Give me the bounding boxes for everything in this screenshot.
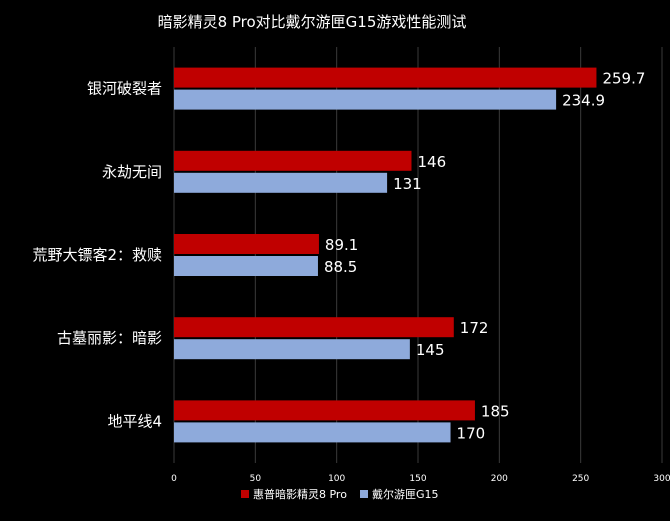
bar (174, 234, 319, 254)
category-label: 永劫无间 (102, 163, 162, 181)
bar (174, 150, 412, 171)
bars (174, 67, 597, 443)
category-label: 古墓丽影：暗影 (57, 329, 162, 347)
chart-title: 暗影精灵8 Pro对比戴尔游匣G15游戏性能测试 (158, 13, 467, 31)
x-tick-label: 50 (250, 474, 262, 484)
x-axis-ticks: 0 50 100 150 200 250 300 (171, 474, 670, 484)
bar (174, 317, 454, 338)
category-label: 银河破裂者 (87, 80, 162, 98)
data-label: 185 (481, 402, 510, 420)
category-label: 地平线4 (107, 412, 162, 430)
data-label: 170 (457, 424, 486, 442)
legend-swatch-series-1 (241, 490, 249, 498)
data-label: 131 (393, 175, 422, 193)
data-label: 146 (417, 153, 446, 171)
data-label: 145 (416, 341, 445, 359)
data-label: 234.9 (562, 92, 605, 110)
x-tick-label: 250 (572, 474, 589, 484)
data-label: 89.1 (325, 236, 358, 254)
category-label: 荒野大镖客2：救赎 (32, 246, 162, 264)
x-tick-label: 150 (409, 474, 426, 484)
x-tick-label: 0 (171, 474, 177, 484)
legend: 惠普暗影精灵8 Pro 戴尔游匣G15 (241, 487, 439, 501)
legend-label-series-1: 惠普暗影精灵8 Pro (253, 487, 347, 501)
data-labels: 259.7 234.9 146 131 89.1 88.5 172 145 185 170 (324, 70, 645, 443)
bar (174, 67, 597, 88)
bar (174, 400, 475, 421)
bar (174, 89, 557, 110)
bar (174, 422, 451, 443)
x-tick-label: 200 (491, 474, 508, 484)
x-tick-label: 300 (653, 474, 670, 484)
data-label: 88.5 (324, 258, 357, 276)
data-label: 172 (460, 319, 489, 337)
legend-swatch-series-2 (360, 490, 368, 498)
bar (174, 256, 318, 276)
bar (174, 172, 388, 193)
data-label: 259.7 (602, 70, 645, 88)
bar (174, 339, 410, 360)
grid-lines (173, 47, 663, 463)
legend-label-series-2: 戴尔游匣G15 (372, 487, 439, 501)
x-tick-label: 100 (328, 474, 345, 484)
